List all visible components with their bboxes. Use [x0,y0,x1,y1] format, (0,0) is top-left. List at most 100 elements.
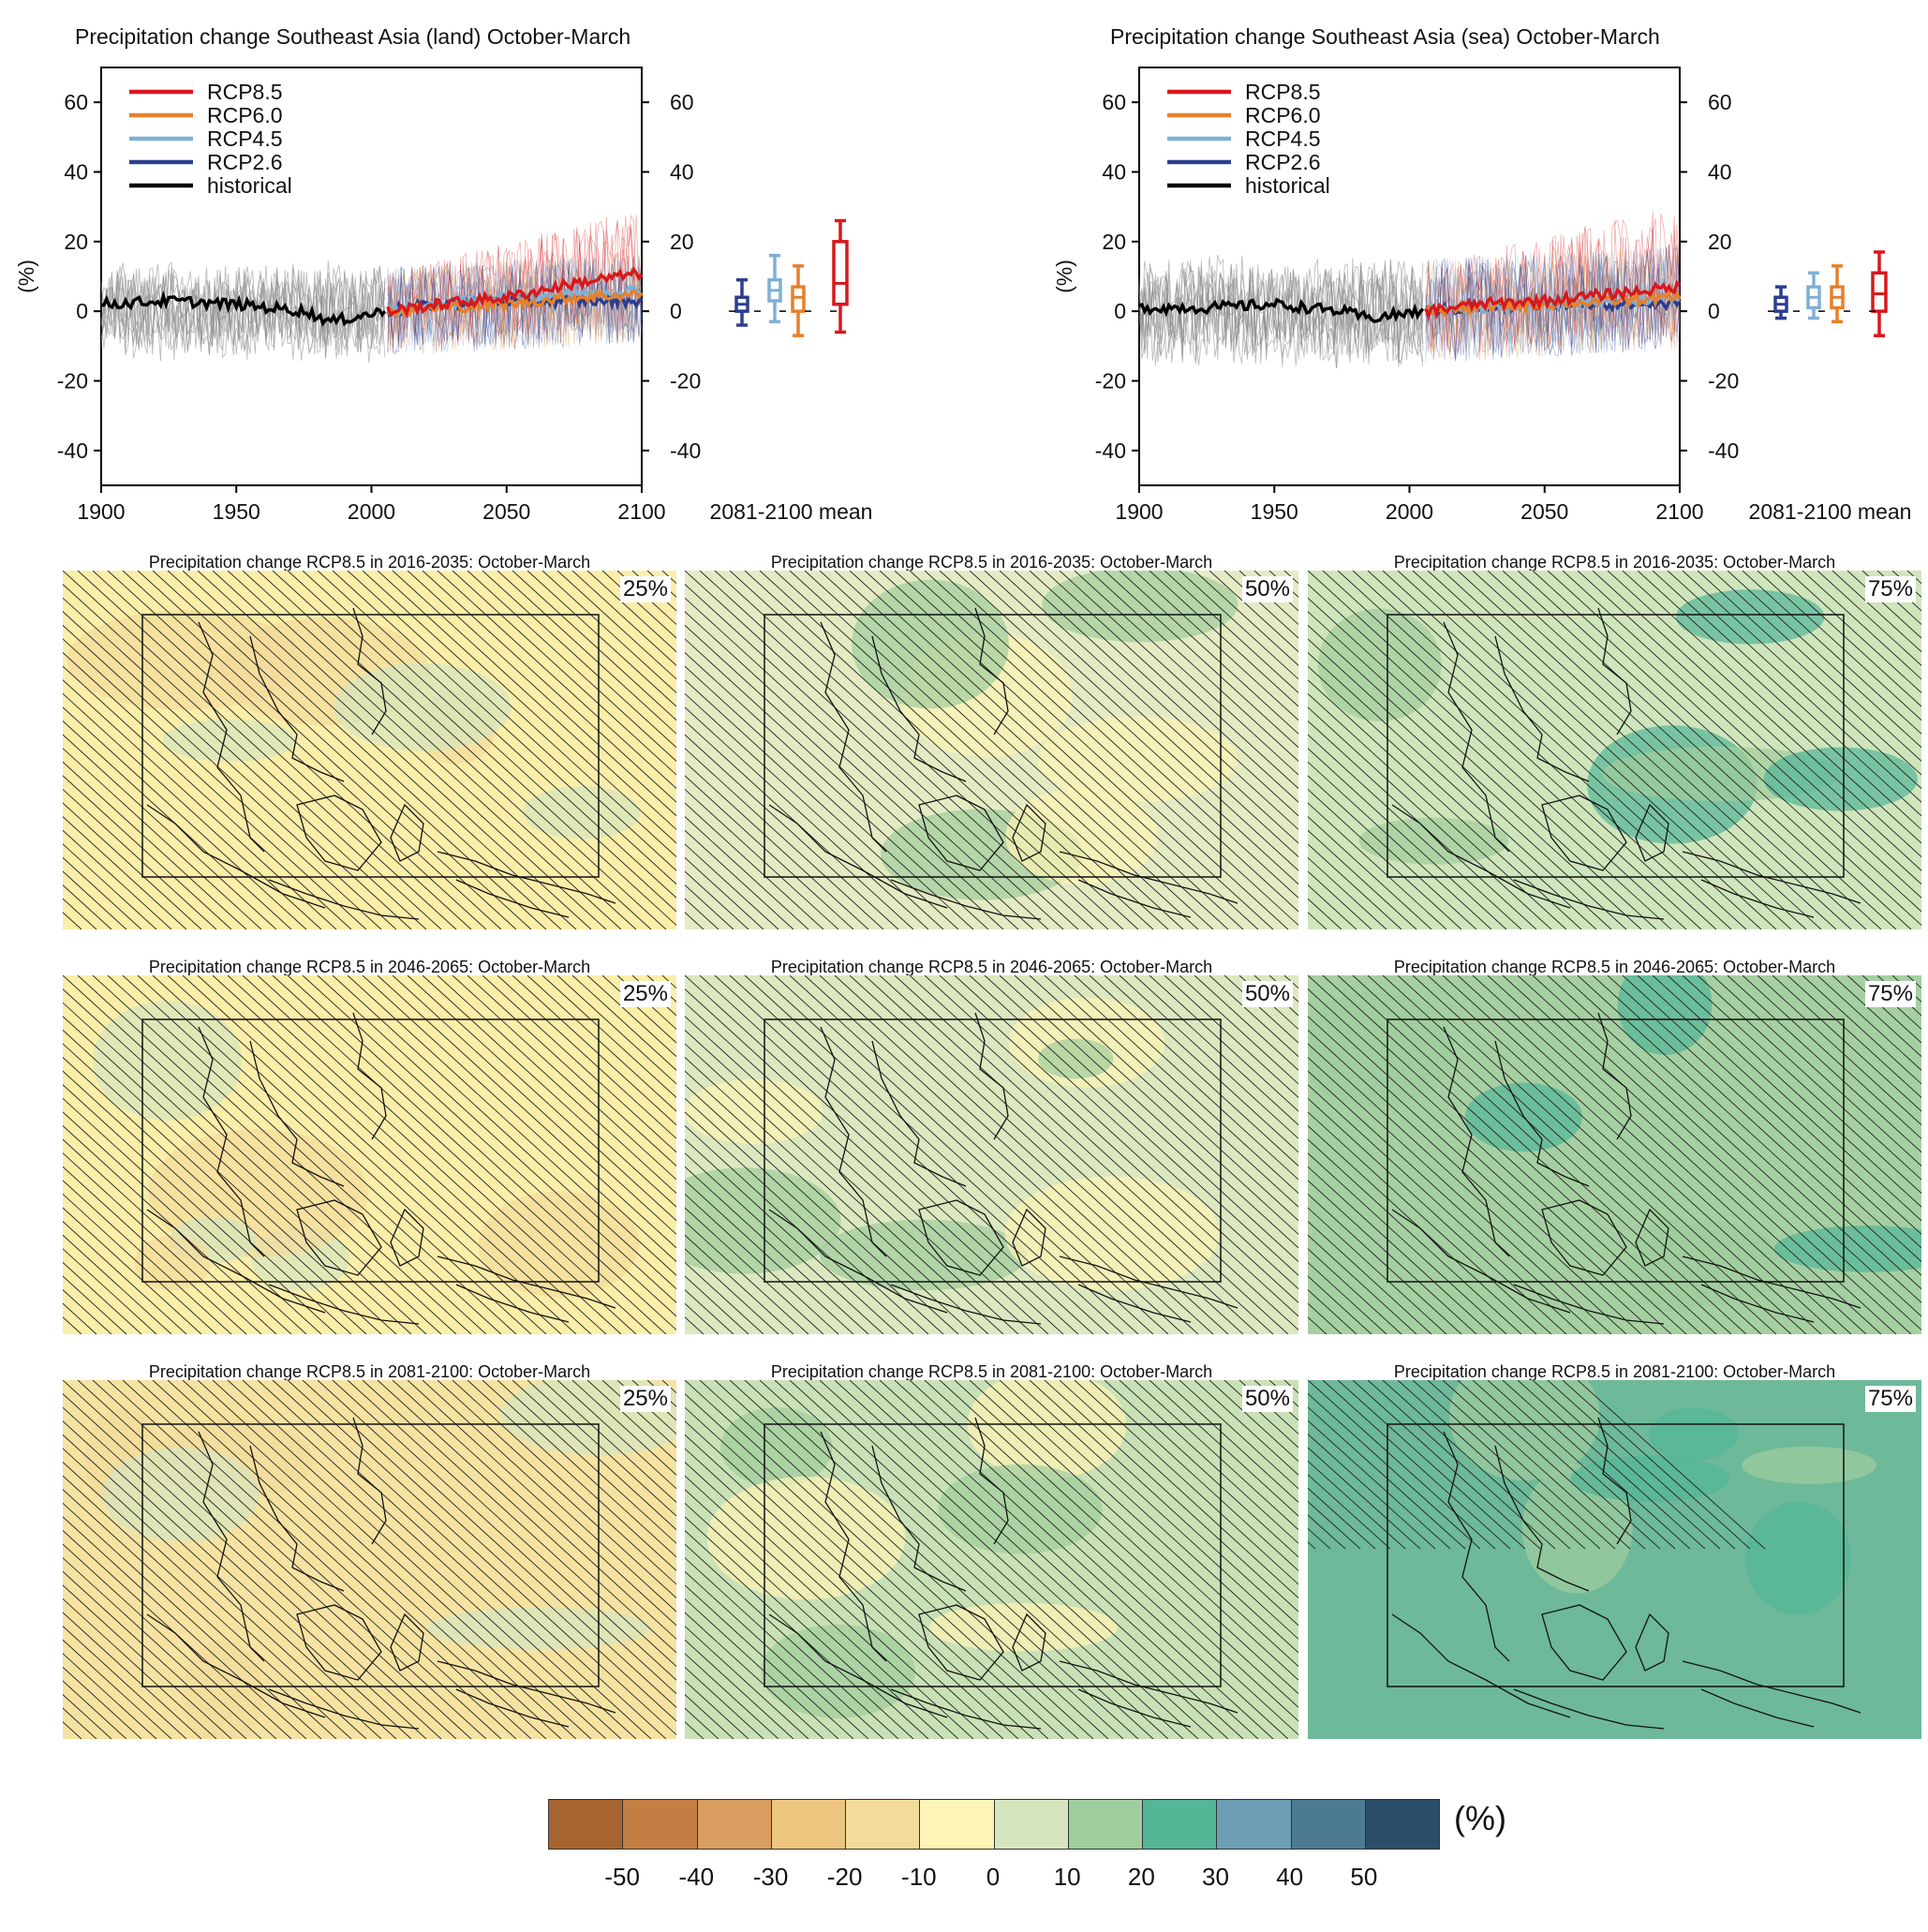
contour-region [685,1167,841,1274]
region-box [764,1018,1222,1283]
map-title: Precipitation change RCP8.5 in 2081-2100… [770,1362,1213,1381]
region-box [1387,614,1845,878]
coastlines [146,607,616,920]
contour-region [1037,716,1238,803]
contour-region [1763,747,1918,811]
boxplot-label: 2081-2100 mean [1749,499,1912,524]
y-axis-label: (%) [1052,260,1076,293]
x-tick-label: 2100 [1655,499,1703,524]
legend-label: RCP6.0 [207,103,283,127]
contour-region [685,1078,823,1144]
boxplot-label: 2081-2100 mean [710,499,873,524]
coastlines [146,1417,616,1730]
significance-hatching [63,1380,676,1739]
y-tick-label: 0 [76,299,88,323]
colorbar-swatch [993,1800,1068,1849]
coastlines [1391,607,1861,920]
contour-region [720,1407,833,1487]
x-tick-label: 2000 [348,499,395,524]
coastlines [1391,1417,1861,1730]
colorbar-tick-label: -10 [901,1863,937,1891]
colorbar-tick-label: -50 [604,1863,640,1891]
map-title: Precipitation change RCP8.5 in 2046-2065… [148,958,591,976]
legend-label: historical [207,173,292,198]
percentile-label: 25% [619,576,671,602]
map-panel: 75% [1308,1380,1921,1739]
y-tick-label: -40 [1095,438,1126,463]
region-box [764,1423,1222,1687]
boxplot-RCP26 [1773,285,1788,320]
x-tick-label: 2050 [482,499,530,524]
y-tick-label: 20 [1102,230,1126,254]
contour-region [938,1464,1103,1554]
map-panel: 50% [685,1380,1298,1739]
percentile-label: 50% [1241,981,1293,1007]
colorbar-tick-label: -40 [678,1863,715,1891]
y-tick-label-right: 20 [670,230,694,254]
significance-hatching [685,1380,1298,1739]
legend-label: RCP4.5 [207,126,283,151]
y-tick-label-right: 40 [670,160,694,185]
contour-region [1745,1501,1851,1615]
colorbar-tick-label: -20 [826,1863,863,1891]
series-historical [1138,297,1425,323]
map-panel: 50% [685,975,1298,1334]
boxplot-RCP60 [791,264,806,337]
y-tick-label-right: 0 [670,299,682,323]
significance-hatching [1308,571,1921,929]
map-panel: 75% [1308,975,1921,1334]
contour-region [162,719,297,762]
contour-region [1358,817,1509,865]
percentile-label: 75% [1864,981,1916,1007]
significance-hatching [685,975,1298,1334]
contour-region [102,1447,260,1542]
colorbar-swatch [622,1800,697,1849]
map-panel: 25% [63,975,676,1334]
contour-region [1649,1407,1739,1461]
contour-region [426,1607,651,1650]
percentile-label: 50% [1241,576,1293,602]
y-tick-label: 40 [64,160,88,185]
y-axis-label: (%) [14,260,38,293]
region-box [141,614,600,878]
region-box [1387,1018,1845,1283]
map-title: Precipitation change RCP8.5 in 2081-2100… [148,1362,591,1381]
colorbar-tick-label: 50 [1350,1863,1378,1891]
contour-region [182,1639,263,1739]
x-tick-label: 1950 [213,499,260,524]
y-tick-label-right: 40 [1708,160,1732,185]
y-tick-label-right: -20 [670,369,701,394]
x-tick-label: 2050 [1520,499,1568,524]
map-title: Precipitation change RCP8.5 in 2016-2035… [770,553,1213,572]
map-panel: 25% [63,1380,676,1739]
boxplot-RCP26 [734,277,749,327]
sea-chart: -40 -40 -20 -20 0 0 20 20 40 40 60 60 1900 1950 2000 20… [1052,67,1911,524]
coastlines [1391,1012,1861,1325]
x-tick-label: 1900 [77,499,125,524]
region-box [141,1018,600,1283]
significance-hatching [63,571,676,929]
significance-hatching [1308,1380,1766,1550]
y-tick-label: -20 [57,369,88,394]
ensemble-members [1138,210,1681,369]
land-chart-title: Precipitation change Southeast Asia (lan… [75,24,631,49]
coastlines [768,1012,1238,1325]
contour-region [1742,1446,1877,1484]
map-panel: 75% [1308,571,1921,929]
y-tick-label-right: 60 [670,90,694,114]
y-tick-label-right: -40 [1708,438,1739,463]
series-historical [100,290,387,327]
colorbar-tick-label: 40 [1276,1863,1304,1891]
y-tick-label: 60 [1102,90,1126,114]
boxplot-RCP60 [1830,264,1845,324]
y-tick-label: -20 [1095,369,1126,394]
y-tick-label-right: 20 [1708,230,1732,254]
colorbar-tick-label: 0 [986,1863,1001,1891]
colorbar-swatch [1216,1800,1291,1849]
map-title: Precipitation change RCP8.5 in 2046-2065… [770,958,1213,976]
y-tick-label-right: 0 [1708,299,1720,323]
region-box [764,614,1222,878]
timeseries-svg: -40 -40 -20 -20 0 0 20 20 40 40 60 60 1900 1950 2000 20… [14,67,1911,524]
contour-region [1004,1176,1220,1291]
coastlines [146,1012,616,1325]
